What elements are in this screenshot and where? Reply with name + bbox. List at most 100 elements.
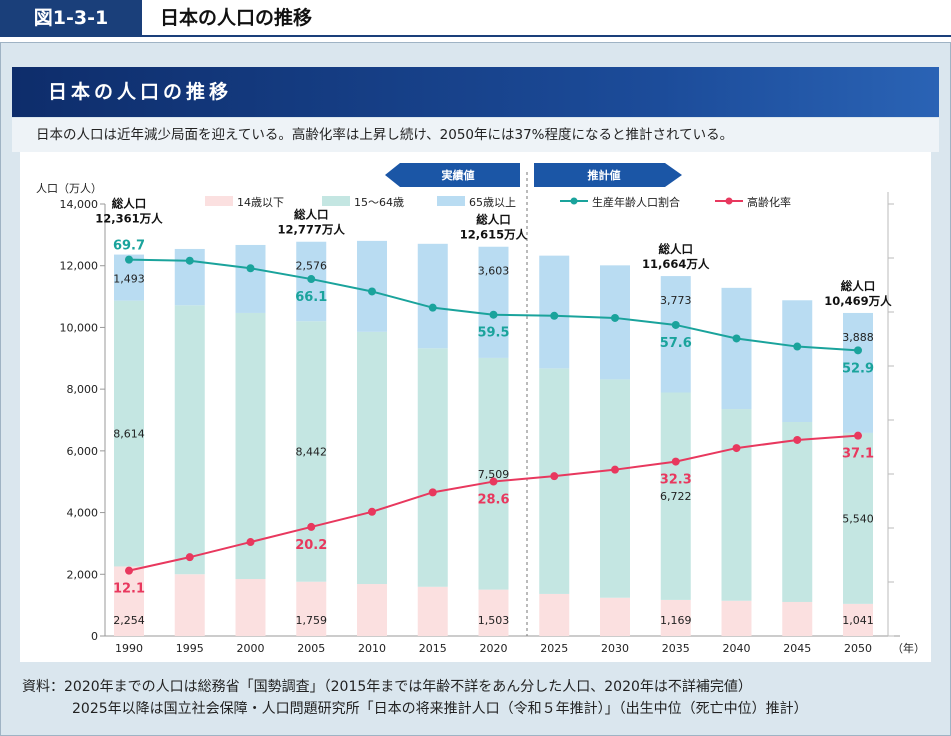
- bar-value-label: 3,773: [660, 294, 692, 307]
- total-label: 12,361万人: [95, 212, 163, 226]
- y-tick-label: 12,000: [60, 260, 99, 273]
- bar-elderly: [600, 265, 630, 380]
- y-tick-label: 2,000: [67, 568, 99, 581]
- line-value-label: 59.5: [477, 326, 509, 341]
- line-marker: [246, 538, 255, 547]
- bar-working: [174, 305, 205, 575]
- source-note-2: 2025年以降は国立社会保障・人口問題研究所「日本の将来推計人口（令和５年推計）…: [72, 701, 808, 717]
- bar-young: [357, 584, 387, 636]
- bar-working: [114, 300, 144, 567]
- line-marker: [611, 465, 619, 474]
- line-marker: [368, 507, 376, 516]
- figure-number: 図1-3-1: [0, 0, 142, 37]
- bar-young: [417, 586, 448, 636]
- bar-elderly: [660, 276, 691, 393]
- line-value-label: 37.1: [842, 447, 874, 462]
- y-axis-label: 人口（万人）: [36, 182, 102, 195]
- line-marker: [793, 342, 802, 351]
- line-value-label: 20.2: [295, 538, 327, 553]
- total-label: 10,469万人: [824, 294, 892, 308]
- bar-working: [296, 321, 327, 582]
- line-marker: [428, 488, 437, 497]
- y-tick-label: 4,000: [67, 507, 99, 520]
- bar-working: [357, 331, 387, 585]
- bar-value-label: 3,888: [842, 331, 874, 344]
- line-marker: [732, 444, 741, 453]
- bar-value-label: 3,603: [478, 265, 510, 278]
- bar-value-label: 1,169: [660, 614, 692, 627]
- line-marker: [550, 472, 559, 481]
- x-axis-label: （年）: [892, 641, 925, 655]
- bar-working: [478, 357, 509, 590]
- bar-elderly: [721, 287, 752, 410]
- line-marker: [428, 303, 437, 312]
- x-tick-label: 2050: [844, 642, 872, 655]
- legend-label: 生産年齢人口割合: [592, 195, 680, 209]
- chart-banner: 日本の人口の推移: [12, 67, 939, 117]
- chart-area: 0 2,000 4,000 6,000 8,000 10,000 12,000 14,000 人…: [20, 152, 931, 662]
- total-label: 11,664万人: [642, 257, 710, 271]
- line-marker: [732, 334, 741, 343]
- y-tick-label: 10,000: [60, 321, 99, 334]
- total-label: 総人口: [659, 242, 694, 256]
- line-marker: [489, 310, 498, 319]
- line-marker: [793, 435, 802, 444]
- bar-working: [843, 432, 873, 604]
- bar-value-label: 7,509: [478, 468, 510, 481]
- line-marker: [125, 566, 133, 575]
- line-marker: [246, 264, 255, 273]
- line-marker: [125, 255, 133, 264]
- bar-value-label: 6,722: [660, 490, 692, 503]
- bar-working: [235, 312, 266, 580]
- bar-elderly: [417, 243, 448, 349]
- line-marker: [489, 477, 498, 486]
- line-marker: [854, 346, 862, 355]
- bar-value-label: 2,576: [296, 260, 328, 273]
- line-marker: [368, 287, 376, 296]
- bar-young: [660, 599, 691, 636]
- bar-elderly: [357, 240, 387, 332]
- x-tick-label: 2025: [540, 642, 568, 655]
- line-marker: [307, 522, 316, 531]
- line-value-label: 69.7: [113, 239, 145, 254]
- bar-young: [843, 603, 873, 636]
- chart-subtitle: 日本の人口は近年減少局面を迎えている。高齢化率は上昇し続け、2050年には37%…: [12, 118, 939, 152]
- bar-young: [782, 601, 813, 636]
- y-tick-label: 6,000: [67, 445, 99, 458]
- header: 図1-3-1 日本の人口の推移: [0, 0, 951, 37]
- bar-working: [417, 348, 448, 587]
- bar-young: [600, 597, 630, 636]
- projected-label: 推計値: [588, 168, 621, 182]
- bar-young: [478, 589, 509, 636]
- line-marker: [307, 275, 316, 284]
- line-marker: [671, 457, 680, 466]
- bar-young: [296, 581, 327, 636]
- x-tick-label: 2040: [723, 642, 751, 655]
- bar-value-label: 1,493: [113, 273, 145, 286]
- legend-label: 65歳以上: [469, 196, 516, 209]
- bar-working: [721, 409, 752, 601]
- line-marker: [611, 313, 619, 322]
- bar-elderly: [478, 246, 509, 358]
- bar-working: [539, 368, 570, 594]
- legend-swatch: [437, 196, 465, 206]
- total-label: 総人口: [294, 208, 329, 222]
- y-tick-label: 0: [91, 630, 98, 643]
- x-tick-label: 2020: [480, 642, 508, 655]
- x-tick-label: 2035: [662, 642, 690, 655]
- x-tick-label: 2000: [237, 642, 265, 655]
- line-marker: [185, 256, 194, 265]
- bar-value-label: 8,442: [296, 445, 328, 458]
- total-label: 総人口: [112, 197, 147, 211]
- x-tick-label: 2045: [783, 642, 811, 655]
- bar-young: [721, 600, 752, 636]
- bar-value-label: 1,503: [478, 614, 510, 627]
- legend-marker: [570, 197, 578, 205]
- population-chart: 0 2,000 4,000 6,000 8,000 10,000 12,000 14,000 人…: [36, 163, 925, 655]
- legend-label: 15～64歳: [354, 196, 404, 209]
- bar-working: [600, 379, 630, 598]
- line-value-label: 28.6: [477, 493, 509, 508]
- x-tick-label: 1995: [176, 642, 204, 655]
- line-value-label: 57.6: [660, 336, 692, 351]
- bar-value-label: 1,041: [842, 614, 874, 627]
